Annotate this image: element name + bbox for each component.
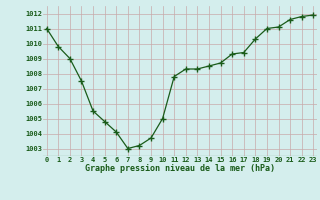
- X-axis label: Graphe pression niveau de la mer (hPa): Graphe pression niveau de la mer (hPa): [85, 164, 275, 173]
